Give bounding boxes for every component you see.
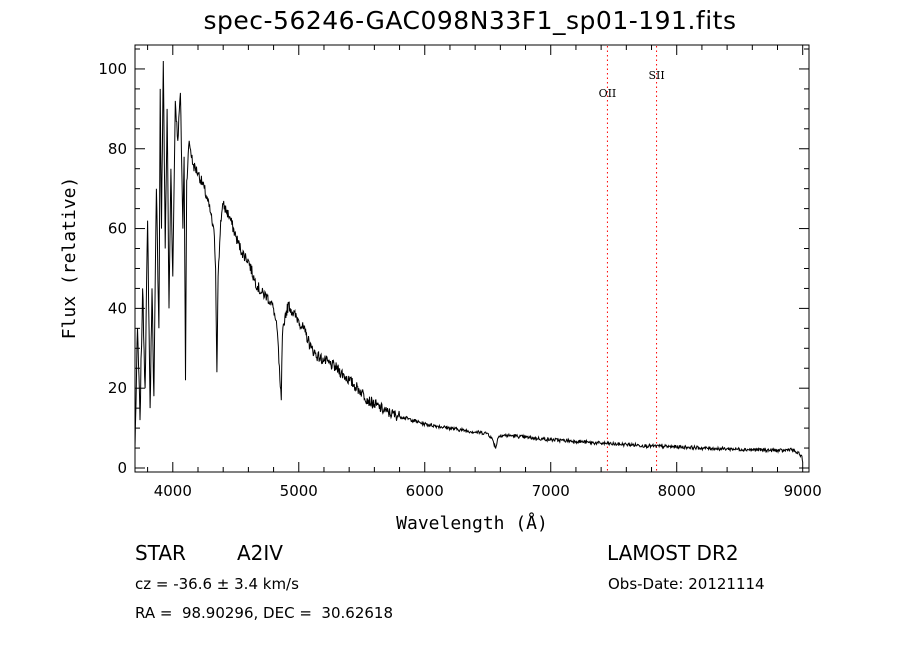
x-tick-label: 8000 <box>658 482 696 500</box>
y-tick-label: 60 <box>108 220 127 238</box>
x-axis-label: Wavelength (Å) <box>396 512 548 534</box>
coordinates: RA = 98.90296, DEC = 30.62618 <box>135 604 394 622</box>
survey-name: LAMOST DR2 <box>607 541 739 565</box>
y-tick-label: 0 <box>117 459 127 477</box>
marker-label-sii: SII <box>648 69 664 82</box>
marker-label-oii: OII <box>599 87 617 100</box>
emission-line-markers: OII SII <box>599 46 665 471</box>
y-tick-label: 20 <box>108 379 127 397</box>
y-tick-label: 100 <box>98 60 127 78</box>
x-tick-label: 6000 <box>406 482 444 500</box>
y-axis-label: Flux (relative) <box>59 177 80 340</box>
chart-title: spec-56246-GAC098N33F1_sp01-191.fits <box>203 6 737 35</box>
observation-date: Obs-Date: 20121114 <box>608 575 765 593</box>
y-tick-label: 80 <box>108 140 127 158</box>
x-tick-label: 7000 <box>532 482 570 500</box>
x-tick-label: 9000 <box>784 482 822 500</box>
y-tick-label: 40 <box>108 299 127 317</box>
plot-frame <box>134 44 810 473</box>
axis-tick-labels: 4000 5000 6000 7000 8000 9000 0 20 40 60 80 100 <box>98 60 821 500</box>
spectrum-line <box>134 60 804 463</box>
object-class: A2IV <box>237 541 283 565</box>
axis-ticks <box>135 45 809 472</box>
redshift-velocity: cz = -36.6 ± 3.4 km/s <box>135 575 299 593</box>
x-tick-label: 4000 <box>154 482 192 500</box>
object-type: STAR <box>135 541 186 565</box>
x-tick-label: 5000 <box>280 482 318 500</box>
